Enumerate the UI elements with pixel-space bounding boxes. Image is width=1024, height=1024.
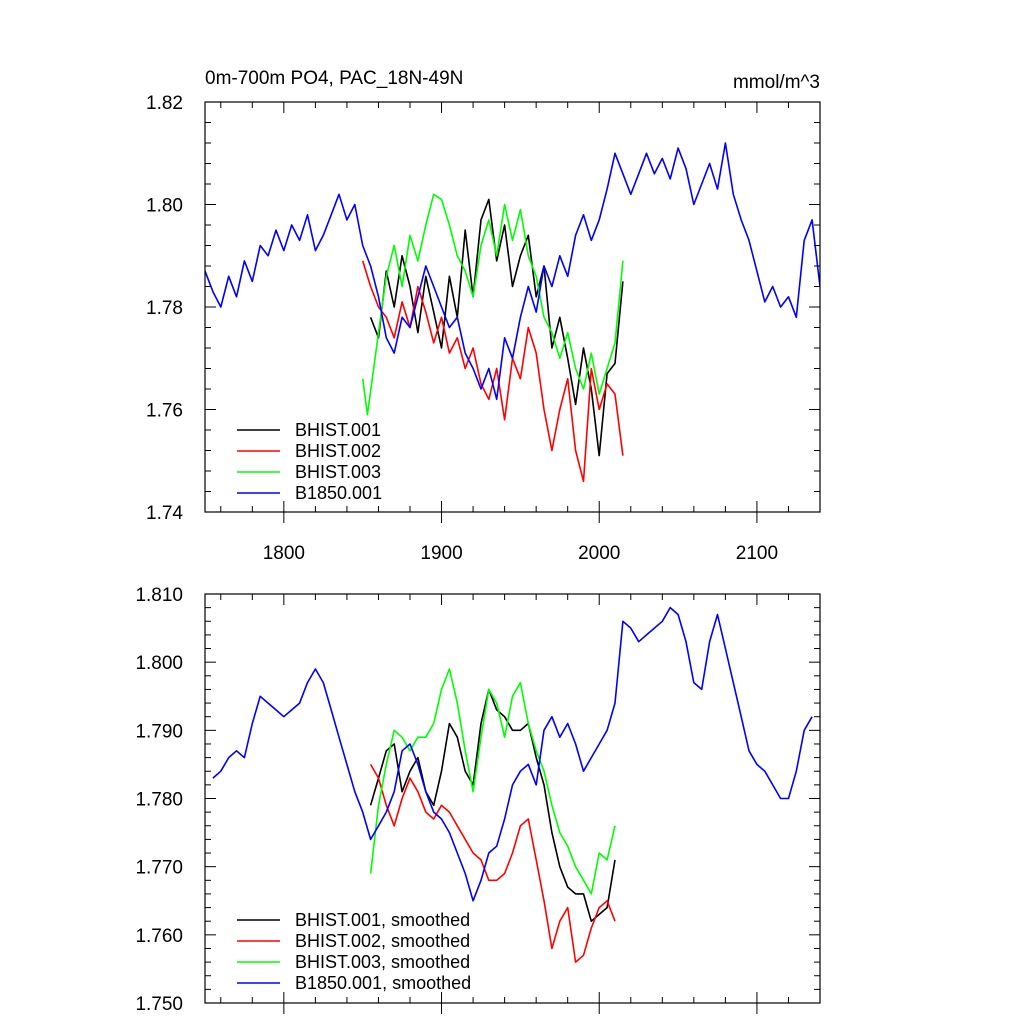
legend-label: BHIST.002, smoothed (295, 931, 470, 951)
y-tick-label: 1.82 (146, 93, 183, 114)
y-tick-label: 1.760 (135, 926, 183, 947)
y-tick-label: 1.810 (135, 585, 183, 606)
series-line-bhist-002 (361, 260, 624, 483)
series-line-bhist-003-smoothed (369, 668, 616, 895)
y-tick-label: 1.770 (135, 858, 183, 879)
series-line-bhist-001-smoothed (369, 688, 616, 923)
y-tick-label: 1.78 (146, 298, 183, 319)
series-line-bhist-002-smoothed (369, 764, 616, 963)
y-tick-label: 1.750 (135, 994, 183, 1015)
y-tick-label: 1.790 (135, 721, 183, 742)
x-tick-label: 2100 (736, 543, 778, 564)
y-tick-label: 1.780 (135, 790, 183, 811)
series-line-bhist-003 (361, 193, 624, 416)
y-tick-label: 1.76 (146, 401, 183, 422)
chart-units: mmol/m^3 (733, 72, 820, 93)
legend-label: B1850.001 (295, 483, 382, 503)
legend-label: BHIST.003, smoothed (295, 952, 470, 972)
legend-label: BHIST.003 (295, 462, 381, 482)
x-tick-label: 1800 (263, 543, 305, 564)
series-line-b1850-001-smoothed (212, 606, 813, 902)
x-tick-label: 2000 (578, 543, 620, 564)
legend-label: BHIST.002 (295, 441, 381, 461)
top-panel-raw-series: 1800 1900 2000 2100 1.74 1.76 1.78 1.80 1.82 BHIS… (146, 93, 821, 564)
y-tick-label: 1.800 (135, 653, 183, 674)
y-tick-label: 1.74 (146, 503, 183, 524)
series-line-b1850-001 (205, 142, 820, 401)
legend-label: BHIST.001, smoothed (295, 910, 470, 930)
x-tick-label: 1900 (420, 543, 462, 564)
legend-label: BHIST.001 (295, 420, 381, 440)
chart-title: 0m-700m PO4, PAC_18N-49N (205, 68, 463, 89)
legend-label: B1850.001, smoothed (295, 973, 471, 993)
bottom-panel-smoothed-series: 1.750 1.760 1.770 1.780 1.790 1.800 1.810 BHIST… (135, 585, 821, 1015)
y-tick-label: 1.80 (146, 196, 183, 217)
series-line-bhist-001 (369, 198, 624, 457)
